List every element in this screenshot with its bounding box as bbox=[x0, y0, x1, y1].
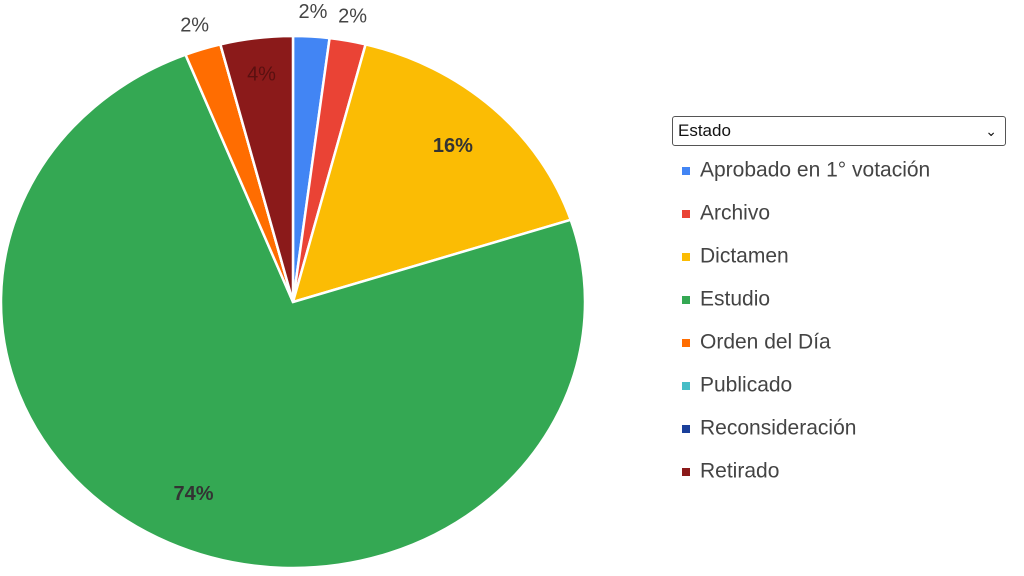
legend-marker bbox=[682, 468, 690, 476]
data-label: 2% bbox=[180, 15, 209, 37]
pie-slice bbox=[0, 53, 587, 570]
data-label: 4% bbox=[247, 63, 276, 85]
data-label: 16% bbox=[433, 135, 473, 157]
dropdown-label: Estado bbox=[678, 121, 731, 140]
legend-label: Archivo bbox=[700, 202, 770, 225]
legend-label: Publicado bbox=[700, 374, 792, 397]
legend-label: Retirado bbox=[700, 460, 779, 483]
legend-dropdown[interactable]: Estado ⌄ bbox=[672, 116, 1006, 146]
legend-marker bbox=[682, 425, 690, 433]
legend-label: Orden del Día bbox=[700, 331, 831, 354]
data-label: 74% bbox=[174, 483, 214, 505]
data-label: 2% bbox=[338, 5, 367, 27]
pie-slice bbox=[218, 34, 295, 303]
legend-marker bbox=[682, 296, 690, 304]
data-label: 2% bbox=[299, 1, 328, 23]
chevron: ⌄ bbox=[985, 123, 997, 139]
legend-marker bbox=[682, 253, 690, 261]
legend-label: Dictamen bbox=[700, 245, 789, 268]
legend-label: Reconsideración bbox=[700, 417, 856, 440]
legend-marker bbox=[682, 210, 690, 218]
legend-label: Aprobado en 1° votación bbox=[700, 159, 930, 182]
legend-marker bbox=[682, 167, 690, 175]
legend-label: Estudio bbox=[700, 288, 770, 311]
legend-marker bbox=[682, 339, 690, 347]
legend-marker bbox=[682, 382, 690, 390]
pie-slice bbox=[291, 42, 573, 304]
